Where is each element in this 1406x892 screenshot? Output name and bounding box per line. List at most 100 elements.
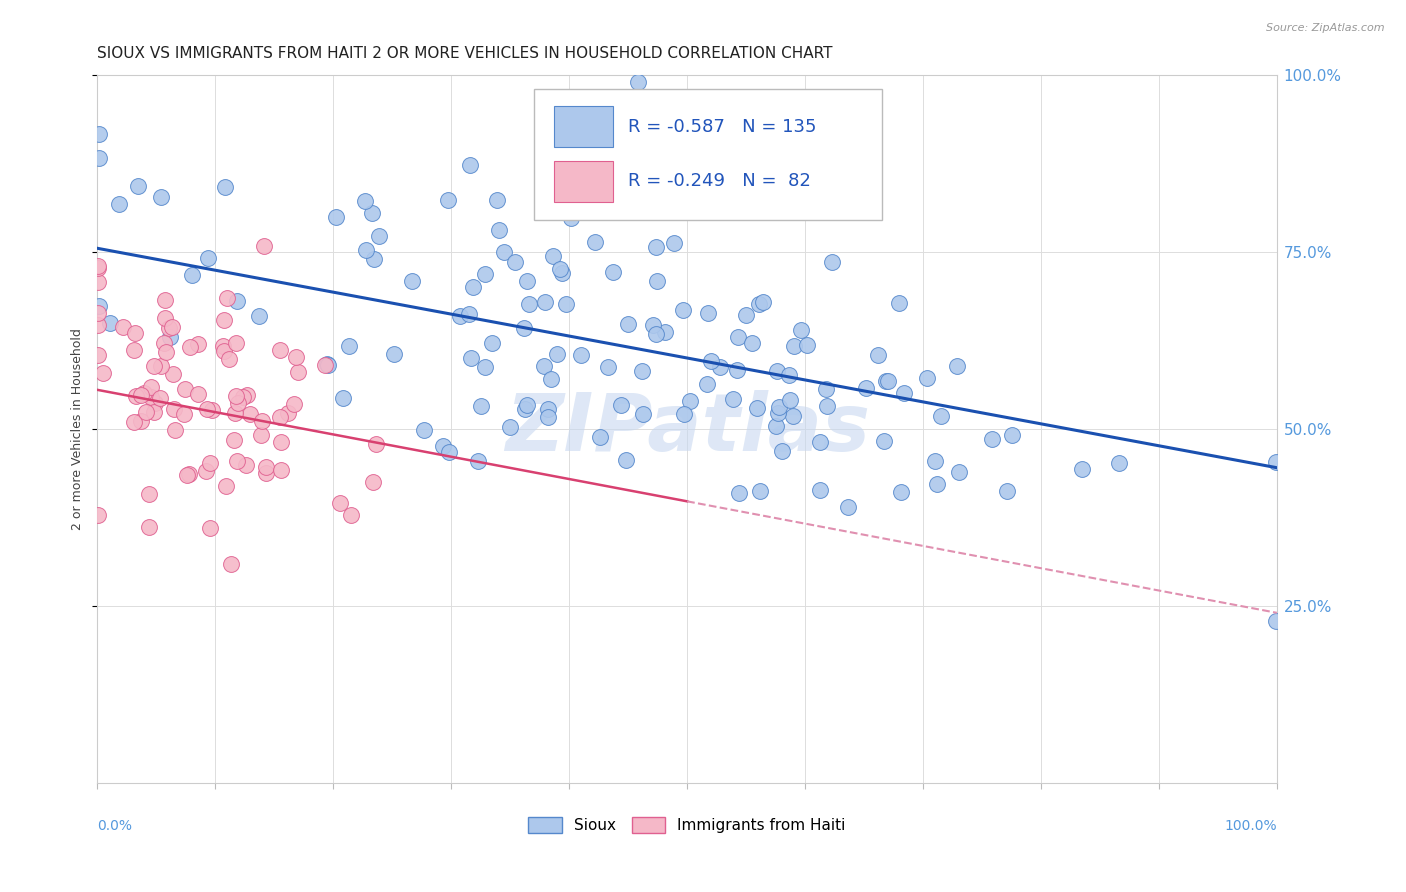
- Point: [239, 407, 262, 421]
- Point: [224, 434, 246, 448]
- Point: [200, 456, 222, 470]
- Point: [1001, 428, 1024, 442]
- Point: [354, 244, 377, 258]
- Point: [363, 252, 385, 266]
- Point: [1264, 455, 1286, 469]
- Point: [875, 374, 897, 388]
- Point: [86, 348, 108, 362]
- Point: [614, 452, 637, 467]
- Point: [247, 309, 270, 323]
- Point: [770, 444, 793, 458]
- Point: [269, 343, 291, 357]
- Point: [225, 389, 247, 403]
- Point: [997, 483, 1019, 498]
- Point: [766, 406, 789, 420]
- Point: [253, 239, 276, 253]
- Point: [641, 318, 664, 333]
- Point: [548, 262, 571, 277]
- Point: [533, 154, 555, 169]
- Point: [474, 359, 496, 374]
- Point: [122, 415, 145, 429]
- Point: [162, 367, 184, 381]
- Point: [270, 434, 292, 449]
- Point: [361, 475, 384, 489]
- Point: [124, 326, 146, 340]
- Point: [214, 179, 236, 194]
- Point: [617, 317, 640, 331]
- Point: [725, 362, 748, 376]
- Point: [457, 307, 479, 321]
- Point: [252, 414, 274, 428]
- Point: [283, 397, 305, 411]
- Point: [138, 486, 160, 500]
- Point: [517, 297, 540, 311]
- Point: [515, 402, 537, 417]
- Point: [86, 306, 108, 320]
- Point: [432, 439, 454, 453]
- Point: [254, 460, 277, 475]
- Text: R = -0.587   N = 135: R = -0.587 N = 135: [628, 118, 817, 136]
- Point: [696, 377, 718, 392]
- Point: [980, 432, 1002, 446]
- Point: [318, 358, 340, 372]
- Point: [364, 437, 387, 451]
- Point: [436, 193, 458, 207]
- Point: [728, 486, 751, 500]
- Point: [540, 372, 562, 386]
- Point: [516, 274, 538, 288]
- Point: [644, 326, 666, 341]
- Point: [149, 392, 172, 406]
- Point: [915, 370, 938, 384]
- Point: [887, 295, 910, 310]
- Point: [157, 321, 180, 335]
- Point: [163, 402, 186, 417]
- Point: [180, 268, 202, 283]
- Point: [598, 360, 620, 375]
- Point: [132, 385, 155, 400]
- Point: [91, 366, 114, 380]
- Point: [948, 465, 970, 479]
- Point: [155, 311, 177, 326]
- Point: [499, 419, 522, 434]
- Point: [481, 336, 503, 351]
- Point: [679, 172, 702, 186]
- Point: [235, 387, 257, 401]
- Point: [401, 273, 423, 287]
- Point: [195, 402, 218, 417]
- Point: [87, 127, 110, 141]
- Point: [179, 467, 201, 481]
- Point: [225, 294, 247, 309]
- Point: [775, 178, 797, 192]
- Point: [546, 347, 568, 361]
- Point: [467, 454, 489, 468]
- Point: [176, 468, 198, 483]
- Point: [537, 410, 560, 425]
- Point: [779, 393, 801, 408]
- Point: [460, 351, 482, 365]
- Legend: Sioux, Immigrants from Haiti: Sioux, Immigrants from Haiti: [529, 817, 846, 833]
- Point: [765, 419, 787, 434]
- Point: [610, 398, 633, 412]
- Point: [287, 365, 309, 379]
- Point: [224, 406, 246, 420]
- Point: [745, 401, 768, 415]
- Point: [173, 382, 195, 396]
- Point: [250, 427, 273, 442]
- Point: [87, 151, 110, 165]
- Point: [187, 336, 209, 351]
- Point: [86, 318, 108, 332]
- Point: [778, 368, 800, 383]
- Point: [820, 255, 842, 269]
- Point: [215, 479, 238, 493]
- Point: [1070, 462, 1092, 476]
- Y-axis label: 2 or more Vehicles in Household: 2 or more Vehicles in Household: [72, 328, 84, 530]
- Point: [512, 321, 534, 335]
- Point: [555, 297, 578, 311]
- Point: [413, 423, 436, 437]
- Point: [337, 339, 360, 353]
- Point: [503, 254, 526, 268]
- Point: [143, 359, 166, 373]
- Point: [583, 235, 606, 249]
- Point: [129, 388, 152, 402]
- Point: [488, 223, 510, 237]
